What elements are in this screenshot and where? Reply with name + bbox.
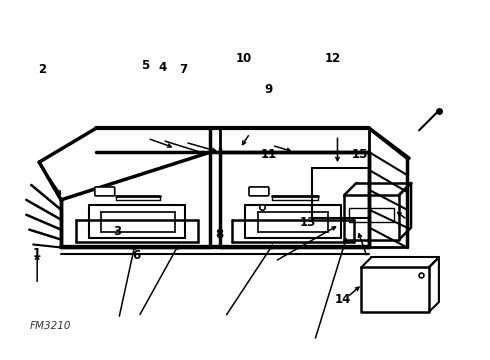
- Text: 4: 4: [158, 61, 166, 74]
- Text: 7: 7: [179, 63, 187, 76]
- Text: 1: 1: [32, 247, 41, 260]
- Text: 3: 3: [113, 225, 122, 238]
- Text: 15: 15: [352, 148, 368, 162]
- FancyBboxPatch shape: [249, 187, 269, 196]
- Text: 8: 8: [216, 228, 224, 241]
- Text: 13: 13: [299, 216, 316, 229]
- Text: 12: 12: [324, 52, 341, 65]
- Text: 10: 10: [235, 52, 252, 65]
- Text: FM3210: FM3210: [29, 321, 71, 331]
- Text: 2: 2: [38, 63, 46, 76]
- Text: 11: 11: [260, 148, 276, 162]
- Text: 5: 5: [142, 59, 150, 72]
- Text: 9: 9: [264, 84, 272, 96]
- Text: 14: 14: [334, 293, 351, 306]
- Text: 6: 6: [133, 248, 141, 261]
- FancyBboxPatch shape: [95, 187, 115, 196]
